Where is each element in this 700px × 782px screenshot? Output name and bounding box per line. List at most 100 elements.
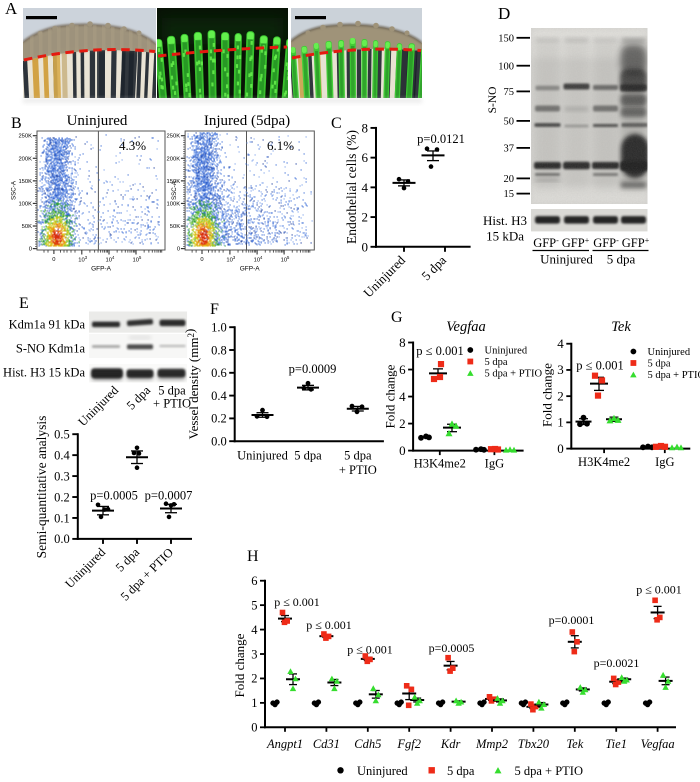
svg-text:IgG: IgG <box>485 457 504 471</box>
svg-text:104: 104 <box>254 255 263 263</box>
svg-text:+ PTIO: + PTIO <box>339 463 377 477</box>
svg-text:Tek: Tek <box>566 737 583 751</box>
svg-text:Cdh5: Cdh5 <box>354 737 381 751</box>
svg-text:0.2: 0.2 <box>211 412 227 426</box>
svg-text:0.2: 0.2 <box>54 490 70 504</box>
svg-text:p ≤ 0.001: p ≤ 0.001 <box>347 643 393 657</box>
svg-text:Uninjured: Uninjured <box>485 346 528 357</box>
svg-text:H3K4me2: H3K4me2 <box>578 455 630 469</box>
svg-text:GFP-: GFP- <box>593 236 619 250</box>
svg-text:S-NO Kdm1a: S-NO Kdm1a <box>16 342 86 356</box>
svg-text:5 dpa: 5 dpa <box>158 384 186 398</box>
svg-text:H3K4me2: H3K4me2 <box>414 457 466 471</box>
svg-text:5 dpa: 5 dpa <box>344 449 372 463</box>
svg-text:SSC-A: SSC-A <box>11 180 18 200</box>
svg-text:Uninjured: Uninjured <box>540 252 593 267</box>
svg-text:0: 0 <box>557 441 564 456</box>
svg-text:0.6: 0.6 <box>211 366 227 380</box>
svg-text:Hist. H3: Hist. H3 <box>483 213 527 228</box>
svg-text:H: H <box>247 548 259 565</box>
svg-text:Uninjured: Uninjured <box>648 347 691 358</box>
svg-text:p ≤ 0.001: p ≤ 0.001 <box>306 618 352 632</box>
svg-text:Endothelial cells (%): Endothelial cells (%) <box>344 130 359 244</box>
svg-text:Uninjured: Uninjured <box>357 764 408 778</box>
svg-text:5 dpa + PTIO: 5 dpa + PTIO <box>485 369 543 380</box>
svg-text:1: 1 <box>557 415 564 430</box>
svg-text:4: 4 <box>557 336 564 351</box>
svg-text:0: 0 <box>251 721 257 735</box>
svg-text:100K: 100K <box>18 201 32 207</box>
svg-text:5 dpa: 5 dpa <box>418 252 449 283</box>
svg-text:50K: 50K <box>170 224 180 230</box>
svg-text:p=0.0005: p=0.0005 <box>90 489 138 503</box>
svg-text:8: 8 <box>399 335 406 350</box>
svg-text:0.5: 0.5 <box>54 428 70 442</box>
svg-text:37: 37 <box>504 144 515 155</box>
svg-text:5 dpa: 5 dpa <box>607 252 636 267</box>
svg-text:5 dpa: 5 dpa <box>447 764 475 778</box>
svg-text:150: 150 <box>498 33 514 44</box>
svg-text:103: 103 <box>226 255 235 263</box>
svg-text:Uninjured: Uninjured <box>67 113 128 129</box>
svg-text:Semi-quantitative analysis: Semi-quantitative analysis <box>34 416 49 559</box>
svg-text:p ≤ 0.001: p ≤ 0.001 <box>274 595 320 609</box>
svg-text:0: 0 <box>177 247 180 253</box>
svg-text:Vegfaa: Vegfaa <box>446 319 485 335</box>
svg-text:4.3%: 4.3% <box>119 138 146 153</box>
svg-text:1.0: 1.0 <box>211 321 227 335</box>
svg-text:Injured (5dpa): Injured (5dpa) <box>204 113 290 129</box>
svg-text:5 dpa: 5 dpa <box>124 383 154 413</box>
svg-text:150K: 150K <box>18 179 32 185</box>
svg-text:103: 103 <box>78 255 87 263</box>
svg-text:p=0.0007: p=0.0007 <box>145 489 193 503</box>
svg-text:GFP+: GFP+ <box>562 236 590 250</box>
svg-text:GFP+: GFP+ <box>622 236 650 250</box>
svg-text:0: 0 <box>200 257 203 263</box>
svg-text:p=0.0009: p=0.0009 <box>289 362 337 376</box>
svg-text:5 dpa + PTIO: 5 dpa + PTIO <box>648 370 700 381</box>
svg-text:50K: 50K <box>22 224 32 230</box>
svg-text:2: 2 <box>399 416 406 431</box>
svg-text:4: 4 <box>399 389 406 404</box>
svg-text:6: 6 <box>251 574 257 588</box>
svg-text:105: 105 <box>281 255 290 263</box>
svg-text:+ PTIO: + PTIO <box>153 397 191 411</box>
svg-text:0.4: 0.4 <box>54 448 70 462</box>
svg-text:0: 0 <box>362 239 369 254</box>
svg-text:75: 75 <box>504 87 515 98</box>
svg-text:3: 3 <box>557 362 564 377</box>
svg-text:E: E <box>19 295 29 312</box>
svg-text:3: 3 <box>251 647 257 661</box>
svg-text:5 dpa: 5 dpa <box>485 357 508 368</box>
svg-text:Fgf2: Fgf2 <box>396 737 421 751</box>
svg-text:4: 4 <box>362 180 369 195</box>
svg-text:250K: 250K <box>167 134 181 140</box>
svg-text:0: 0 <box>52 257 55 263</box>
svg-text:0.4: 0.4 <box>211 389 227 403</box>
svg-text:15: 15 <box>504 189 515 200</box>
svg-text:Angpt1: Angpt1 <box>266 737 303 751</box>
svg-text:4: 4 <box>251 623 258 637</box>
svg-text:5 dpa + PTIO: 5 dpa + PTIO <box>515 764 584 778</box>
svg-text:5: 5 <box>251 598 257 612</box>
svg-text:5 dpa: 5 dpa <box>648 359 671 370</box>
svg-text:Uninjured: Uninjured <box>62 545 108 591</box>
svg-text:Uninjured: Uninjured <box>75 383 121 429</box>
svg-text:p=0.0121: p=0.0121 <box>417 132 465 146</box>
svg-text:8: 8 <box>362 120 369 135</box>
svg-text:104: 104 <box>106 255 115 263</box>
svg-text:6: 6 <box>399 362 406 377</box>
svg-text:Fold change: Fold change <box>383 364 398 428</box>
svg-text:F: F <box>210 301 219 318</box>
svg-text:50: 50 <box>504 117 515 128</box>
svg-text:1: 1 <box>251 696 257 710</box>
svg-text:0.1: 0.1 <box>54 511 70 525</box>
svg-text:Tbx20: Tbx20 <box>518 737 550 751</box>
svg-text:5 dpa: 5 dpa <box>294 449 322 463</box>
svg-text:0: 0 <box>29 247 32 253</box>
svg-text:200K: 200K <box>167 156 181 162</box>
svg-text:A: A <box>5 0 18 18</box>
svg-text:Vegfaa: Vegfaa <box>641 737 675 751</box>
svg-text:Tie1: Tie1 <box>605 737 627 751</box>
svg-text:105: 105 <box>133 255 142 263</box>
